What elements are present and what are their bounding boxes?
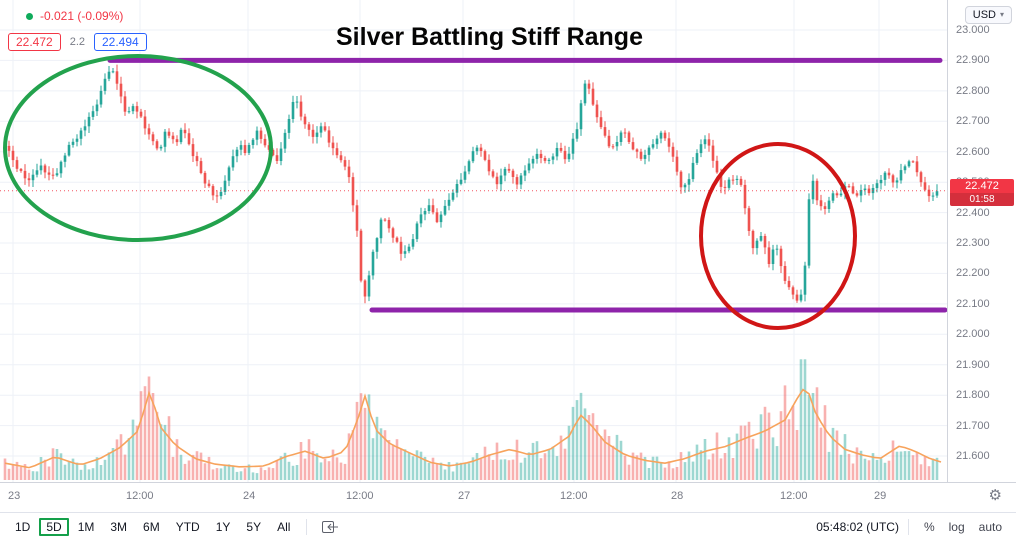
time-axis-label: 12:00 <box>560 490 588 502</box>
price-axis-label: 22.400 <box>956 206 990 219</box>
price-axis-label: 22.200 <box>956 267 990 280</box>
market-status-dot <box>26 12 33 20</box>
grid-lines <box>0 0 947 482</box>
go-to-date-icon <box>322 520 339 533</box>
auto-scale-button[interactable]: auto <box>973 518 1008 536</box>
spread-value: 2.2 <box>69 36 85 48</box>
price-chart-canvas[interactable] <box>0 0 947 482</box>
utc-clock[interactable]: 05:48:02 (UTC) <box>816 519 899 534</box>
bar-countdown: 01:58 <box>950 192 1014 206</box>
currency-label: USD <box>972 9 996 21</box>
price-axis-label: 23.000 <box>956 24 990 36</box>
price-axis-label: 22.800 <box>956 84 990 97</box>
price-axis-label: 22.300 <box>956 237 990 249</box>
time-axis-label: 29 <box>874 490 887 502</box>
price-badges: 22.472 2.2 22.494 <box>8 33 147 51</box>
price-axis-label: 21.800 <box>956 389 990 402</box>
range-selector: 1D 5D 1M 3M 6M YTD 1Y 5Y All <box>8 517 297 536</box>
percent-scale-button[interactable]: % <box>918 518 941 536</box>
bid-badge: 22.472 <box>8 33 61 51</box>
price-axis-label: 22.900 <box>956 54 990 67</box>
red-ellipse-annotation <box>699 142 857 330</box>
legend: -0.021 (-0.09%) <box>26 9 123 23</box>
range-button-ytd[interactable]: YTD <box>169 518 207 536</box>
price-axis-label: 21.700 <box>956 419 990 432</box>
current-price-value: 22.472 <box>965 179 999 192</box>
settings-gear-icon[interactable]: ⚙ <box>988 487 1002 504</box>
candlesticks <box>3 64 939 304</box>
time-axis-label: 12:00 <box>126 490 154 502</box>
chevron-down-icon: ▾ <box>999 10 1004 19</box>
green-ellipse-annotation <box>3 54 273 242</box>
range-button-1y[interactable]: 1Y <box>209 518 238 536</box>
price-axis[interactable]: USD ▾ 23.00022.90022.80022.70022.60022.5… <box>947 0 1016 482</box>
volume-ma-line <box>4 388 942 469</box>
time-axis-label: 27 <box>458 490 471 502</box>
price-axis-label: 22.100 <box>956 297 990 310</box>
range-button-1m[interactable]: 1M <box>71 518 102 536</box>
current-price-badge: 22.472 01:58 <box>950 178 1014 206</box>
time-axis-label: 28 <box>671 490 684 502</box>
toolbar-divider <box>907 518 909 535</box>
range-button-1d[interactable]: 1D <box>8 518 37 536</box>
price-axis-label: 21.900 <box>956 358 990 371</box>
price-axis-label: 22.700 <box>956 115 990 128</box>
go-to-date-button[interactable] <box>316 517 344 537</box>
ask-badge: 22.494 <box>94 33 147 51</box>
time-axis-label: 23 <box>8 490 21 502</box>
price-axis-label: 22.000 <box>956 328 990 341</box>
price-axis-label: 21.600 <box>956 450 990 463</box>
time-axis[interactable]: 23 12:00 24 12:00 27 12:00 28 12:00 29 ⚙ <box>0 482 1016 513</box>
time-axis-label: 24 <box>243 490 256 502</box>
range-button-5d[interactable]: 5D <box>39 517 69 536</box>
chart-pane[interactable]: -0.021 (-0.09%) 22.472 2.2 22.494 Silver… <box>0 0 947 482</box>
range-button-6m[interactable]: 6M <box>136 518 167 536</box>
price-axis-label: 22.600 <box>956 145 990 158</box>
range-button-5y[interactable]: 5Y <box>239 518 268 536</box>
log-scale-button[interactable]: log <box>943 518 971 536</box>
currency-selector[interactable]: USD ▾ <box>964 6 1012 24</box>
chart-title: Silver Battling Stiff Range <box>336 23 643 51</box>
volume-bars <box>3 359 939 481</box>
range-button-3m[interactable]: 3M <box>103 518 134 536</box>
bottom-toolbar: 1D 5D 1M 3M 6M YTD 1Y 5Y All 05:48:02 (UTC) % lo… <box>0 512 1016 540</box>
toolbar-divider <box>306 518 308 535</box>
time-axis-label: 12:00 <box>346 490 374 502</box>
time-axis-label: 12:00 <box>780 490 808 502</box>
price-change: -0.021 (-0.09%) <box>40 9 124 23</box>
range-button-all[interactable]: All <box>270 518 297 536</box>
